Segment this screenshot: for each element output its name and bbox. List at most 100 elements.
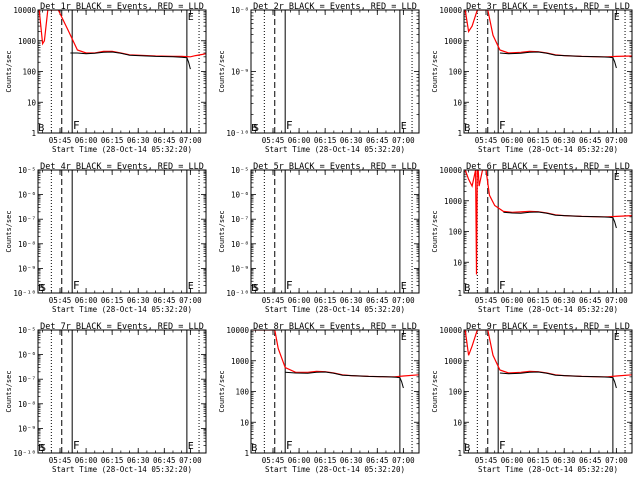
panel-det-6r: Det 6r BLACK = Events, RED = LLD 1 10 100 10… <box>431 162 633 314</box>
region-label-start: B <box>251 123 257 134</box>
plot-frame <box>463 169 633 294</box>
y-tick-label: 1 <box>457 449 462 458</box>
region-label-start: B <box>251 443 257 454</box>
region-label-middle: F <box>499 439 506 452</box>
region-label-start: B <box>464 443 470 454</box>
x-tick-label: 06:00 <box>501 456 524 465</box>
region-label-start: B <box>38 443 44 454</box>
plot-frame <box>463 329 633 454</box>
x-tick-label: 06:45 <box>153 296 176 305</box>
y-tick-label: 10 <box>240 418 250 427</box>
x-tick-label: 06:00 <box>75 456 98 465</box>
x-axis-label: Start Time (28-Oct-14 05:32:20) <box>265 305 405 314</box>
panel-title: Det 5r BLACK = Events, RED = LLD <box>253 162 417 172</box>
series-line-events <box>499 371 613 379</box>
panel-title: Det 6r BLACK = Events, RED = LLD <box>466 162 630 172</box>
y-tick-label: 1000 <box>444 357 463 366</box>
series-line-lld <box>252 330 419 378</box>
y-tick-label: 10000 <box>226 326 249 335</box>
x-axis-label: Start Time (28-Oct-14 05:32:20) <box>52 305 192 314</box>
panel-title: Det 7r BLACK = Events, RED = LLD <box>40 322 204 332</box>
y-tick-label: 10⁻⁷ <box>18 215 36 224</box>
panel-det-2r: Det 2r BLACK = Events, RED = LLD 10⁻¹⁰ 10⁻… <box>218 2 420 154</box>
x-tick-label: 06:00 <box>501 136 524 145</box>
y-axis-label: Counts/sec <box>218 370 226 412</box>
x-tick-label: 07:00 <box>605 456 628 465</box>
x-tick-label: 06:45 <box>579 136 602 145</box>
x-tick-label: 05:45 <box>475 296 498 305</box>
y-tick-label: 10⁻¹⁰ <box>226 289 249 298</box>
x-axis-label: Start Time (28-Oct-14 05:32:20) <box>52 145 192 154</box>
x-tick-label: 06:00 <box>288 296 311 305</box>
panel-det-8r: Det 8r BLACK = Events, RED = LLD 1 10 100 10… <box>218 322 420 474</box>
x-tick-label: 05:45 <box>49 136 72 145</box>
panel-title: Det 3r BLACK = Events, RED = LLD <box>466 2 630 12</box>
y-tick-label: 10 <box>453 418 463 427</box>
series-line-events <box>612 57 617 69</box>
x-tick-label: 06:15 <box>527 296 550 305</box>
y-axis-label: Counts/sec <box>431 370 439 412</box>
region-label-end: E <box>188 281 194 292</box>
region-label-start: B <box>251 283 257 294</box>
y-tick-label: 1 <box>31 129 36 138</box>
x-tick-label: 07:00 <box>392 296 415 305</box>
x-tick-label: 07:00 <box>392 136 415 145</box>
y-tick-label: 10⁻⁷ <box>231 215 249 224</box>
region-label-middle: F <box>499 279 506 292</box>
x-tick-label: 06:00 <box>75 136 98 145</box>
y-axis-label: Counts/sec <box>5 370 13 412</box>
x-tick-label: 06:30 <box>127 136 150 145</box>
y-tick-label: 100 <box>448 228 462 237</box>
x-tick-label: 07:00 <box>179 456 202 465</box>
y-tick-label: 10⁻¹⁰ <box>13 289 36 298</box>
y-tick-label: 100 <box>22 68 36 77</box>
x-tick-label: 07:00 <box>605 136 628 145</box>
y-tick-label: 100 <box>448 388 462 397</box>
series-line-events <box>186 57 191 70</box>
x-tick-label: 06:00 <box>501 296 524 305</box>
x-axis-label: Start Time (28-Oct-14 05:32:20) <box>478 145 618 154</box>
x-tick-label: 07:00 <box>179 136 202 145</box>
region-label-start_alt: S <box>40 283 46 294</box>
y-tick-label: 1 <box>457 129 462 138</box>
x-axis-label: Start Time (28-Oct-14 05:32:20) <box>265 465 405 474</box>
y-axis-label: Counts/sec <box>5 50 13 92</box>
x-tick-label: 06:30 <box>340 456 363 465</box>
x-axis-label: Start Time (28-Oct-14 05:32:20) <box>265 145 405 154</box>
x-axis-label: Start Time (28-Oct-14 05:32:20) <box>478 465 618 474</box>
panel-title: Det 2r BLACK = Events, RED = LLD <box>253 2 417 12</box>
plot-frame <box>37 9 207 134</box>
region-label-start_alt: S <box>40 443 46 454</box>
x-tick-label: 06:00 <box>75 296 98 305</box>
x-tick-label: 06:45 <box>366 136 389 145</box>
y-tick-label: 10⁻¹⁰ <box>13 449 36 458</box>
panel-det-5r: Det 5r BLACK = Events, RED = LLD 10⁻¹⁰ 10⁻… <box>218 162 420 314</box>
y-tick-label: 100 <box>235 388 249 397</box>
plot-frame <box>37 329 207 454</box>
x-tick-label: 05:45 <box>475 136 498 145</box>
y-tick-label: 1000 <box>444 37 463 46</box>
y-tick-label: 10000 <box>439 326 462 335</box>
x-tick-label: 06:00 <box>288 456 311 465</box>
y-tick-label: 10 <box>453 98 463 107</box>
panel-title: Det 1r BLACK = Events, RED = LLD <box>40 2 204 12</box>
series-line-events <box>612 377 617 389</box>
region-label-middle: F <box>73 119 80 132</box>
panel-title: Det 9r BLACK = Events, RED = LLD <box>466 322 630 332</box>
x-tick-label: 06:00 <box>288 136 311 145</box>
y-tick-label: 10⁻⁸ <box>231 6 249 15</box>
region-label-middle: F <box>73 439 80 452</box>
series-line-lld <box>38 10 206 58</box>
y-tick-label: 1 <box>244 449 249 458</box>
series-line-events <box>285 371 400 379</box>
x-tick-label: 07:00 <box>179 296 202 305</box>
y-tick-label: 10⁻⁶ <box>18 191 36 200</box>
y-axis-label: Counts/sec <box>218 50 226 92</box>
plot-frame <box>37 169 207 294</box>
region-label-middle: F <box>286 119 293 132</box>
x-tick-label: 05:45 <box>262 136 285 145</box>
region-label-start: B <box>38 123 44 134</box>
y-tick-label: 10000 <box>439 166 462 175</box>
x-tick-label: 06:45 <box>153 456 176 465</box>
series-line-events <box>612 217 617 229</box>
